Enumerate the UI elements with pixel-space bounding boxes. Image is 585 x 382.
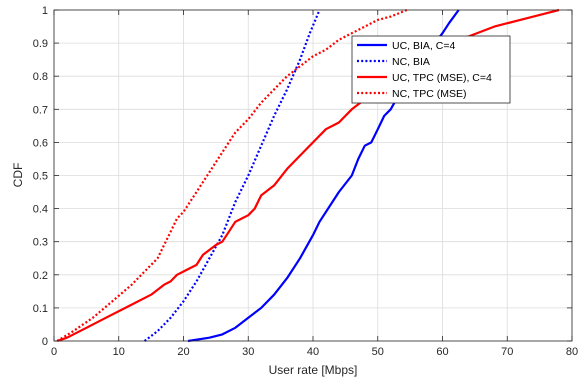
y-tick-label: 0.1 (33, 303, 48, 315)
tick-labels: 0 10 20 30 40 50 60 70 80 0 0.1 0.2 0.3 0.4 0.5 0.6 0.7 0… (33, 5, 578, 358)
legend: UC, BIA, C=4 NC, BIA UC, TPC (MSE), C=4 NC,… (351, 35, 511, 104)
legend-label-3: UC, TPC (MSE), C=4 (392, 72, 492, 84)
ticks (53, 9, 573, 342)
x-axis-label: User rate [Mbps] (269, 363, 358, 377)
x-tick-label: 20 (177, 346, 189, 358)
y-tick-label: 0.7 (33, 104, 48, 116)
x-tick-label: 40 (307, 346, 319, 358)
y-tick-label: 0.5 (33, 171, 48, 183)
x-tick-label: 50 (372, 346, 384, 358)
y-tick-label: 0.8 (33, 71, 48, 83)
x-tick-label: 30 (242, 346, 254, 358)
y-tick-label: 0.3 (33, 237, 48, 249)
legend-label-1: UC, BIA, C=4 (392, 40, 455, 52)
legend-box (351, 35, 511, 104)
y-tick-label: 0 (42, 336, 48, 348)
y-tick-label: 0.9 (33, 38, 48, 50)
y-tick-label: 0.2 (33, 270, 48, 282)
legend-label-4: NC, TPC (MSE) (392, 88, 466, 100)
y-tick-label: 0.6 (33, 137, 48, 149)
y-tick-label: 1 (42, 5, 48, 17)
x-tick-label: 10 (113, 346, 125, 358)
y-tick-label: 0.4 (33, 204, 48, 216)
series-line-2 (143, 9, 321, 342)
x-tick-label: 60 (436, 346, 448, 358)
x-tick-label: 80 (566, 346, 578, 358)
x-tick-label: 70 (501, 346, 513, 358)
legend-label-2: NC, BIA (392, 56, 430, 68)
y-axis-label: CDF (11, 163, 25, 188)
x-tick-label: 0 (51, 346, 57, 358)
